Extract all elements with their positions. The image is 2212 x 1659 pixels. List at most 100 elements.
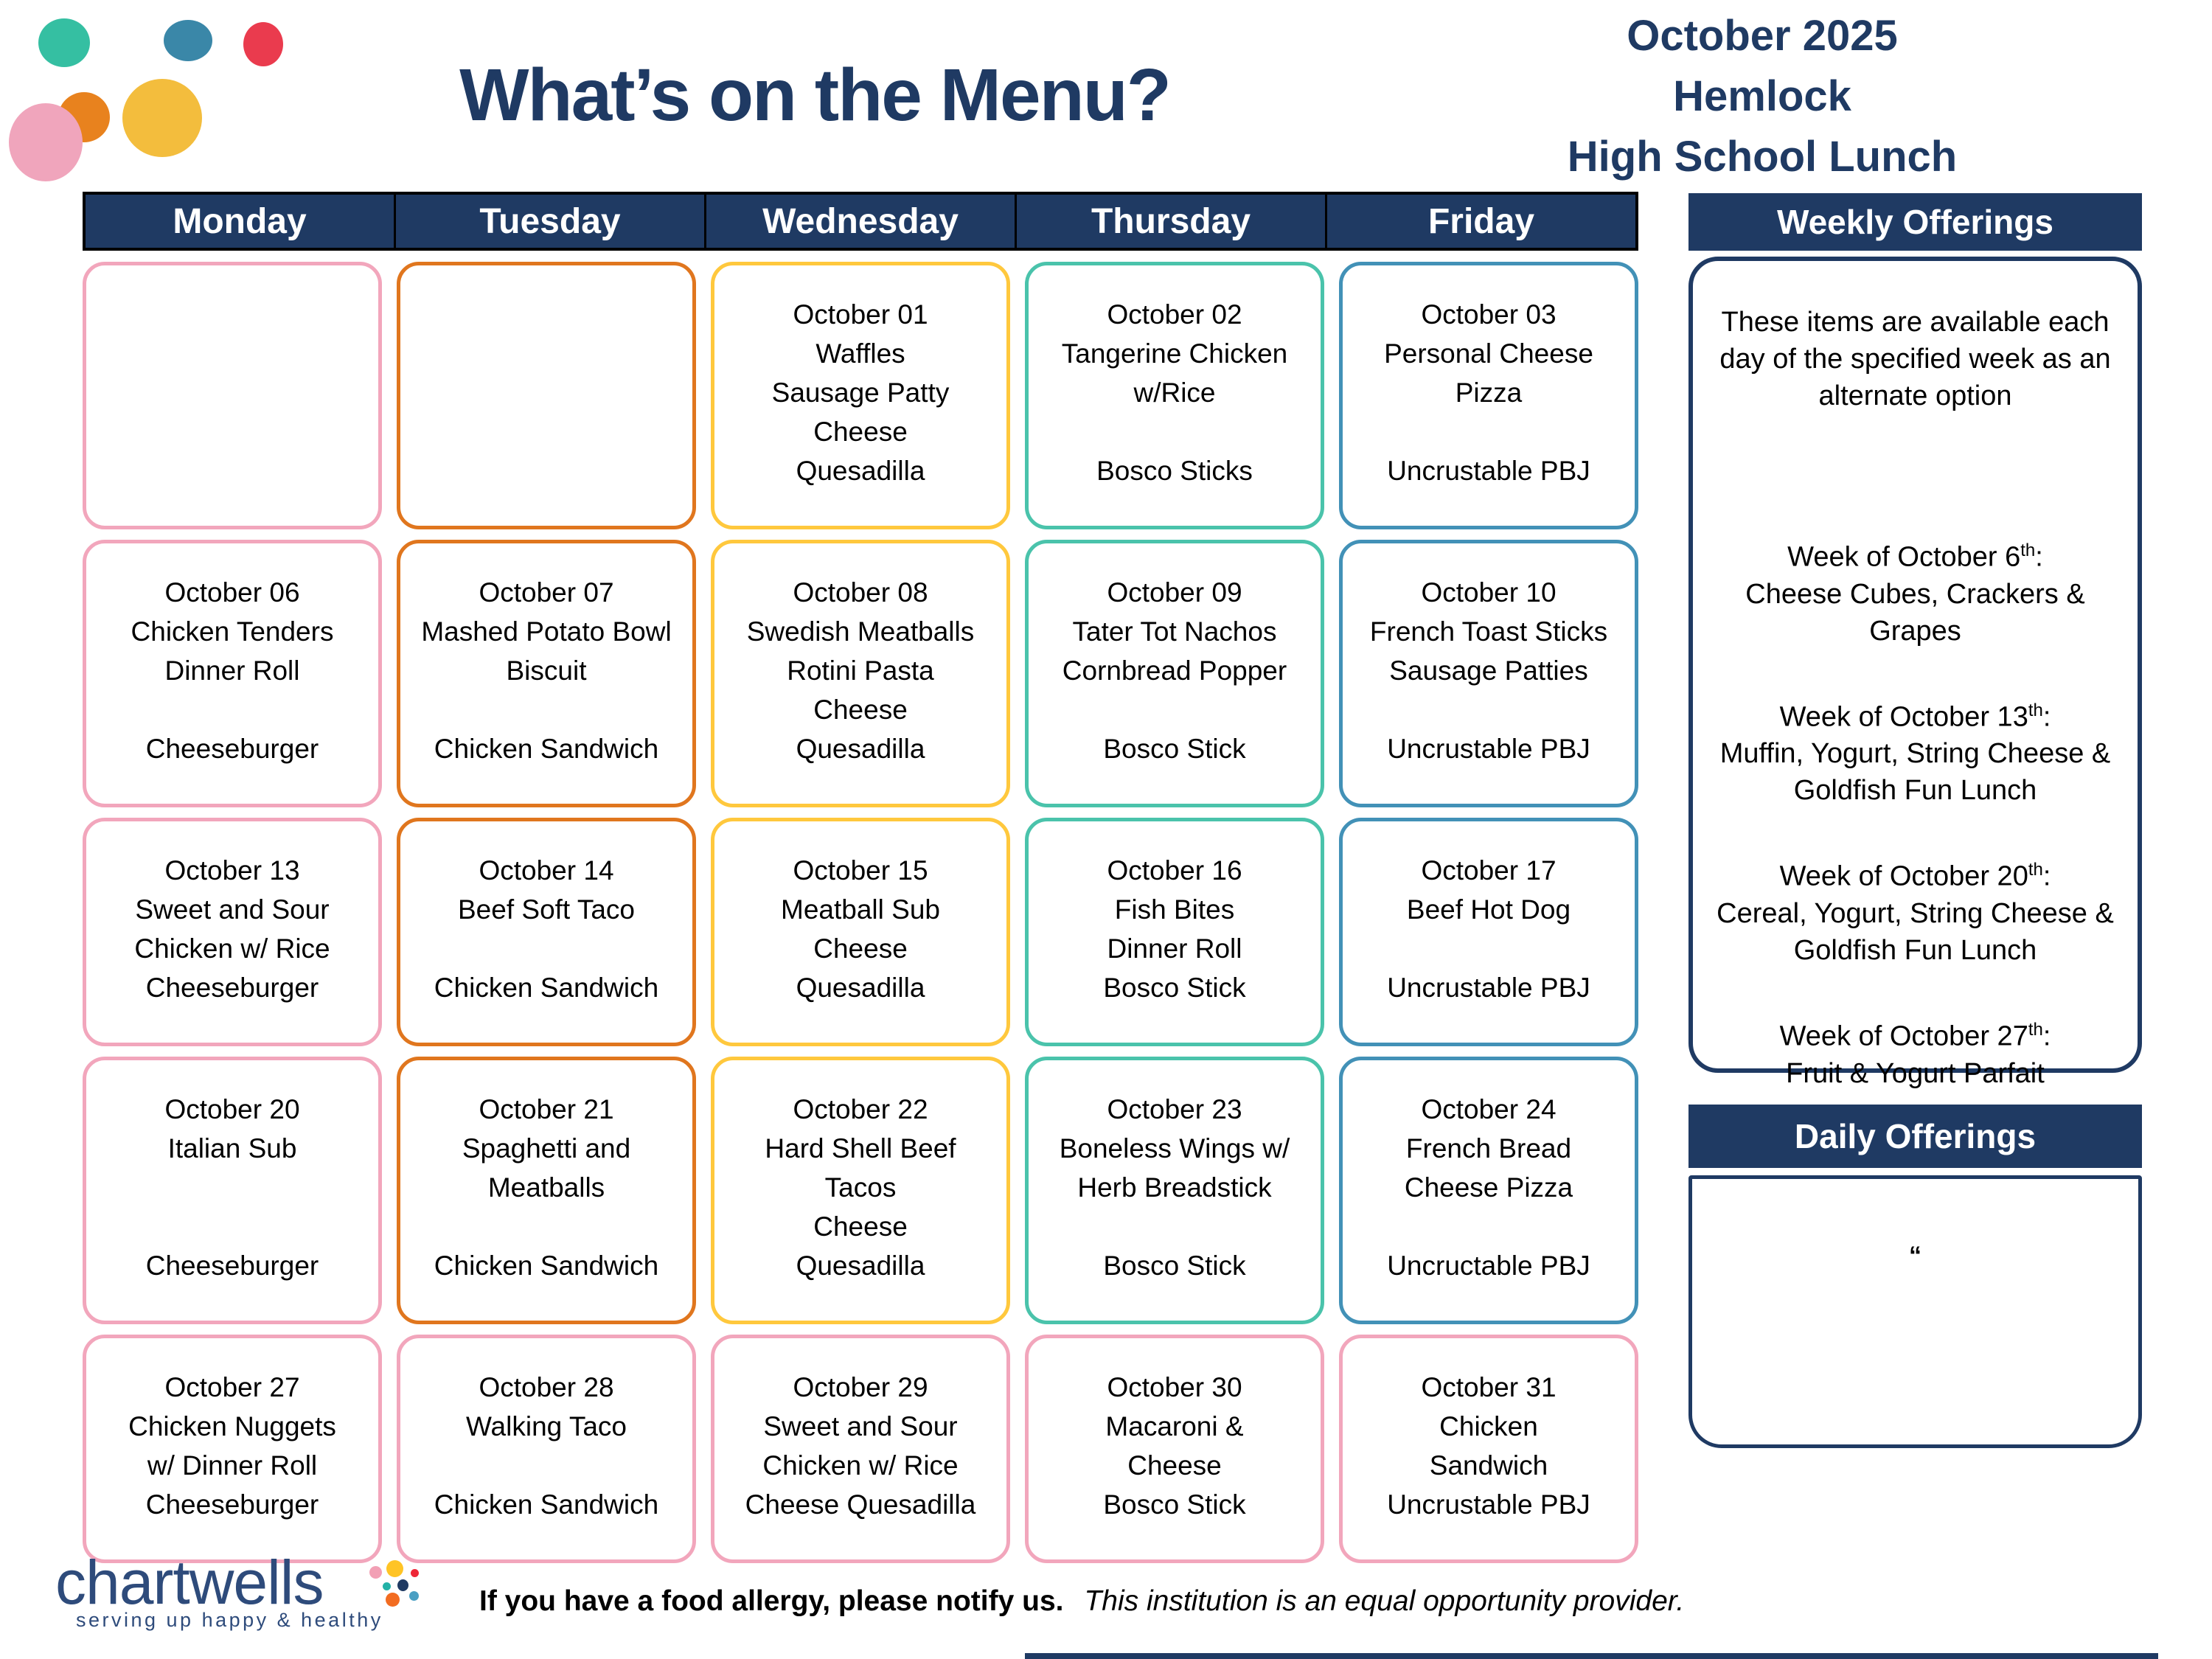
menu-card-october-07: October 07 Mashed Potato Bowl Biscuit Ch… — [397, 540, 696, 807]
weekly-offerings-panel: These items are available each day of th… — [1688, 257, 2142, 1089]
card-date: October 10 — [1421, 577, 1557, 608]
card-alternate-item: Uncrustable PBJ — [1387, 456, 1590, 486]
card-alternate-item: Bosco Stick — [1103, 734, 1246, 764]
menu-card-october-15: October 15 Meatball Sub Cheese Quesadill… — [711, 818, 1010, 1046]
weekly-offering-week-of-oct-27: Week of October 27th: Fruit & Yogurt Par… — [1700, 1012, 2130, 1092]
weekly-offering-week-of-oct-6: Week of October 6th: Cheese Cubes, Crack… — [1700, 532, 2130, 650]
weekly-offering-label: Week of October 27th: — [1779, 1019, 2051, 1052]
card-main-items: Sweet and Sour Chicken w/ Rice — [134, 894, 330, 964]
menu-card-october-02: October 02 Tangerine Chicken w/Rice Bosc… — [1025, 262, 1324, 529]
card-alternate-item: Bosco Stick — [1103, 1251, 1246, 1281]
card-main-items: Walking Taco — [466, 1411, 627, 1441]
decor-dot-pink — [9, 103, 83, 181]
decor-dot-red — [243, 22, 283, 66]
card-alternate-item: Chicken Sandwich — [434, 1489, 659, 1520]
menu-card-october-08: October 08 Swedish Meatballs Rotini Past… — [711, 540, 1010, 807]
weekly-offering-label: Week of October 20th: — [1779, 860, 2051, 892]
card-date: October 17 — [1421, 855, 1557, 886]
card-main-items: Hard Shell Beef Tacos — [765, 1133, 956, 1203]
card-main-items: Chicken Nuggets w/ Dinner Roll — [128, 1411, 336, 1481]
card-date: October 23 — [1107, 1094, 1242, 1124]
day-header-tuesday: Tuesday — [396, 195, 704, 248]
decor-dot-blue — [164, 20, 212, 61]
weekly-offering-items: Fruit & Yogurt Parfait — [1786, 1057, 2045, 1089]
card-main-items: Beef Hot Dog — [1406, 894, 1571, 925]
menu-meal: High School Lunch — [1567, 133, 1958, 181]
weekly-offering-items: Cheese Cubes, Crackers & Grapes — [1745, 578, 2085, 647]
card-alternate-item: Cheeseburger — [145, 1489, 319, 1520]
day-header-thursday: Thursday — [1017, 195, 1325, 248]
card-main-items: Italian Sub — [167, 1133, 297, 1164]
card-alternate-item: Cheese Quesadilla — [796, 417, 925, 486]
menu-school: Hemlock — [1673, 72, 1851, 120]
card-date: October 13 — [164, 855, 300, 886]
decor-dot-teal — [38, 18, 90, 67]
decor-dot-yellow — [122, 79, 202, 157]
daily-offerings-header: Daily Offerings — [1688, 1105, 2142, 1168]
card-alternate-item: Bosco Stick — [1103, 1489, 1246, 1520]
chartwells-dot-red — [411, 1569, 419, 1577]
day-header-monday: Monday — [86, 195, 394, 248]
card-date: October 15 — [793, 855, 928, 886]
card-date: October 09 — [1107, 577, 1242, 608]
card-main-items: Beef Soft Taco — [458, 894, 635, 925]
day-header-wednesday: Wednesday — [706, 195, 1015, 248]
chartwells-dot-orange — [386, 1593, 400, 1607]
card-date: October 24 — [1421, 1094, 1557, 1124]
card-date: October 03 — [1421, 299, 1557, 330]
chartwells-logo: chartwells — [55, 1548, 324, 1617]
menu-card-october-20: October 20 Italian Sub Cheeseburger — [83, 1057, 382, 1324]
card-alternate-item: Bosco Sticks — [1096, 456, 1253, 486]
menu-card-empty — [83, 262, 382, 529]
card-main-items: French Toast Sticks Sausage Patties — [1369, 616, 1608, 686]
card-date: October 28 — [479, 1372, 614, 1402]
card-main-items: Swedish Meatballs Rotini Pasta — [746, 616, 975, 686]
card-main-items: Meatball Sub — [781, 894, 940, 925]
menu-card-october-10: October 10 French Toast Sticks Sausage P… — [1339, 540, 1638, 807]
card-alternate-item: Uncrustable PBJ — [1387, 973, 1590, 1003]
card-alternate-item: Chicken Sandwich — [434, 1251, 659, 1281]
chartwells-dot-yellow — [386, 1560, 403, 1577]
card-date: October 31 — [1421, 1372, 1557, 1402]
daily-offerings-quote-mark: “ — [1909, 1242, 1921, 1270]
card-main-items: Chicken Tenders Dinner Roll — [131, 616, 334, 686]
card-main-items: Spaghetti and Meatballs — [462, 1133, 631, 1203]
card-alternate-item: Cheeseburger — [145, 734, 319, 764]
card-main-items: Personal Cheese Pizza — [1384, 338, 1593, 408]
day-header-row: Monday Tuesday Wednesday Thursday Friday — [83, 192, 1638, 251]
menu-card-empty — [397, 262, 696, 529]
allergy-notice-bold: If you have a food allergy, please notif… — [479, 1585, 1064, 1617]
menu-card-october-06: October 06 Chicken Tenders Dinner Roll C… — [83, 540, 382, 807]
card-main-items: Fish Bites Dinner Roll — [1107, 894, 1242, 964]
chartwells-dot-pink — [369, 1566, 382, 1579]
menu-card-october-22: October 22 Hard Shell Beef Tacos Cheese … — [711, 1057, 1010, 1324]
card-main-items: Macaroni & Cheese — [1105, 1411, 1244, 1481]
card-alternate-item: Chicken Sandwich — [434, 973, 659, 1003]
weekly-offering-week-of-oct-13: Week of October 13th: Muffin, Yogurt, St… — [1700, 692, 2130, 810]
weekly-offering-label: Week of October 6th: — [1787, 540, 2043, 573]
card-main-items: French Bread Cheese Pizza — [1404, 1133, 1573, 1203]
card-date: October 22 — [793, 1094, 928, 1124]
day-header-friday: Friday — [1327, 195, 1635, 248]
menu-card-october-01: October 01 Waffles Sausage Patty Cheese … — [711, 262, 1010, 529]
menu-card-october-09: October 09 Tater Tot Nachos Cornbread Po… — [1025, 540, 1324, 807]
card-date: October 27 — [164, 1372, 300, 1402]
chartwells-dot-navy — [397, 1579, 408, 1591]
card-date: October 02 — [1107, 299, 1242, 330]
menu-card-october-29: October 29 Sweet and Sour Chicken w/ Ric… — [711, 1335, 1010, 1563]
card-main-items: Tater Tot Nachos Cornbread Popper — [1062, 616, 1287, 686]
card-date: October 29 — [793, 1372, 928, 1402]
weekly-offering-items: Muffin, Yogurt, String Cheese & Goldfish… — [1719, 738, 2111, 807]
card-date: October 16 — [1107, 855, 1242, 886]
card-date: October 14 — [479, 855, 614, 886]
card-alternate-item: Bosco Stick — [1103, 973, 1246, 1003]
menu-card-october-14: October 14 Beef Soft Taco Chicken Sandwi… — [397, 818, 696, 1046]
menu-card-october-24: October 24 French Bread Cheese Pizza Unc… — [1339, 1057, 1638, 1324]
card-date: October 20 — [164, 1094, 300, 1124]
page-title: What’s on the Menu? — [459, 54, 1172, 136]
chartwells-dot-teal — [383, 1582, 391, 1590]
card-main-items: Tangerine Chicken w/Rice — [1061, 338, 1288, 408]
card-date: October 07 — [479, 577, 614, 608]
menu-card-october-23: October 23 Boneless Wings w/ Herb Breads… — [1025, 1057, 1324, 1324]
card-alternate-item: Cheese Quesadilla — [796, 695, 925, 764]
